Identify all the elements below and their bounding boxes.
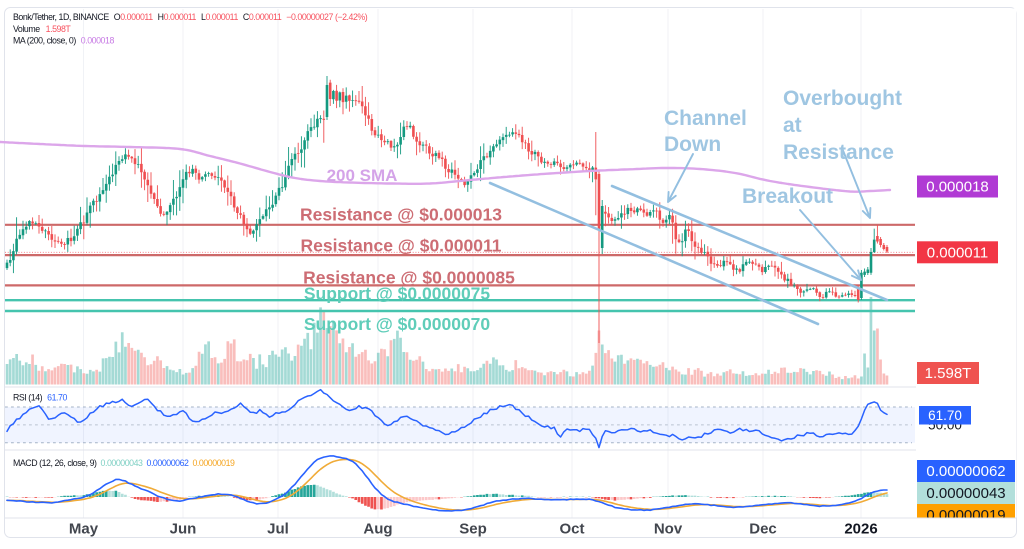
svg-text:Channel: Channel [664, 107, 747, 130]
svg-text:Resistance @ $0.0000085: Resistance @ $0.0000085 [303, 268, 515, 288]
svg-text:Oct: Oct [559, 521, 584, 538]
svg-text:MA (200, close, 0) 0.000018: MA (200, close, 0) 0.000018 [13, 36, 114, 46]
svg-text:MACD (12, 26, close, 9) 0.0000: MACD (12, 26, close, 9) 0.00000043 0.0000… [13, 458, 235, 468]
svg-text:0.00000062: 0.00000062 [926, 463, 1005, 480]
svg-text:Sep: Sep [459, 521, 487, 538]
svg-text:0.000018: 0.000018 [926, 179, 989, 196]
svg-text:2026: 2026 [844, 521, 877, 538]
svg-text:0.00000019: 0.00000019 [926, 507, 1005, 524]
svg-text:Resistance: Resistance [783, 141, 894, 164]
svg-text:1.598T: 1.598T [925, 365, 972, 382]
svg-text:Breakout: Breakout [742, 185, 833, 208]
svg-text:RSI (14) 61.70: RSI (14) 61.70 [13, 393, 67, 403]
svg-text:Resistance @ $0.000011: Resistance @ $0.000011 [301, 236, 502, 256]
svg-text:Support @ $0.0000075: Support @ $0.0000075 [304, 284, 491, 304]
svg-text:Down: Down [664, 133, 721, 156]
svg-text:61.70: 61.70 [928, 408, 962, 423]
svg-text:Overbought: Overbought [783, 87, 902, 110]
svg-text:0.000011: 0.000011 [927, 244, 988, 261]
svg-text:Dec: Dec [749, 521, 777, 538]
svg-text:0.00000043: 0.00000043 [926, 485, 1005, 502]
svg-text:Nov: Nov [654, 521, 683, 538]
svg-text:May: May [69, 521, 99, 538]
svg-text:Resistance @ $0.000013: Resistance @ $0.000013 [300, 205, 502, 225]
svg-text:200 SMA: 200 SMA [327, 166, 398, 185]
svg-text:Jun: Jun [170, 521, 197, 538]
svg-text:at: at [783, 114, 802, 137]
svg-text:Jul: Jul [267, 521, 289, 538]
svg-text:Support @ $0.0000070: Support @ $0.0000070 [304, 314, 491, 334]
svg-text:Aug: Aug [363, 521, 392, 538]
